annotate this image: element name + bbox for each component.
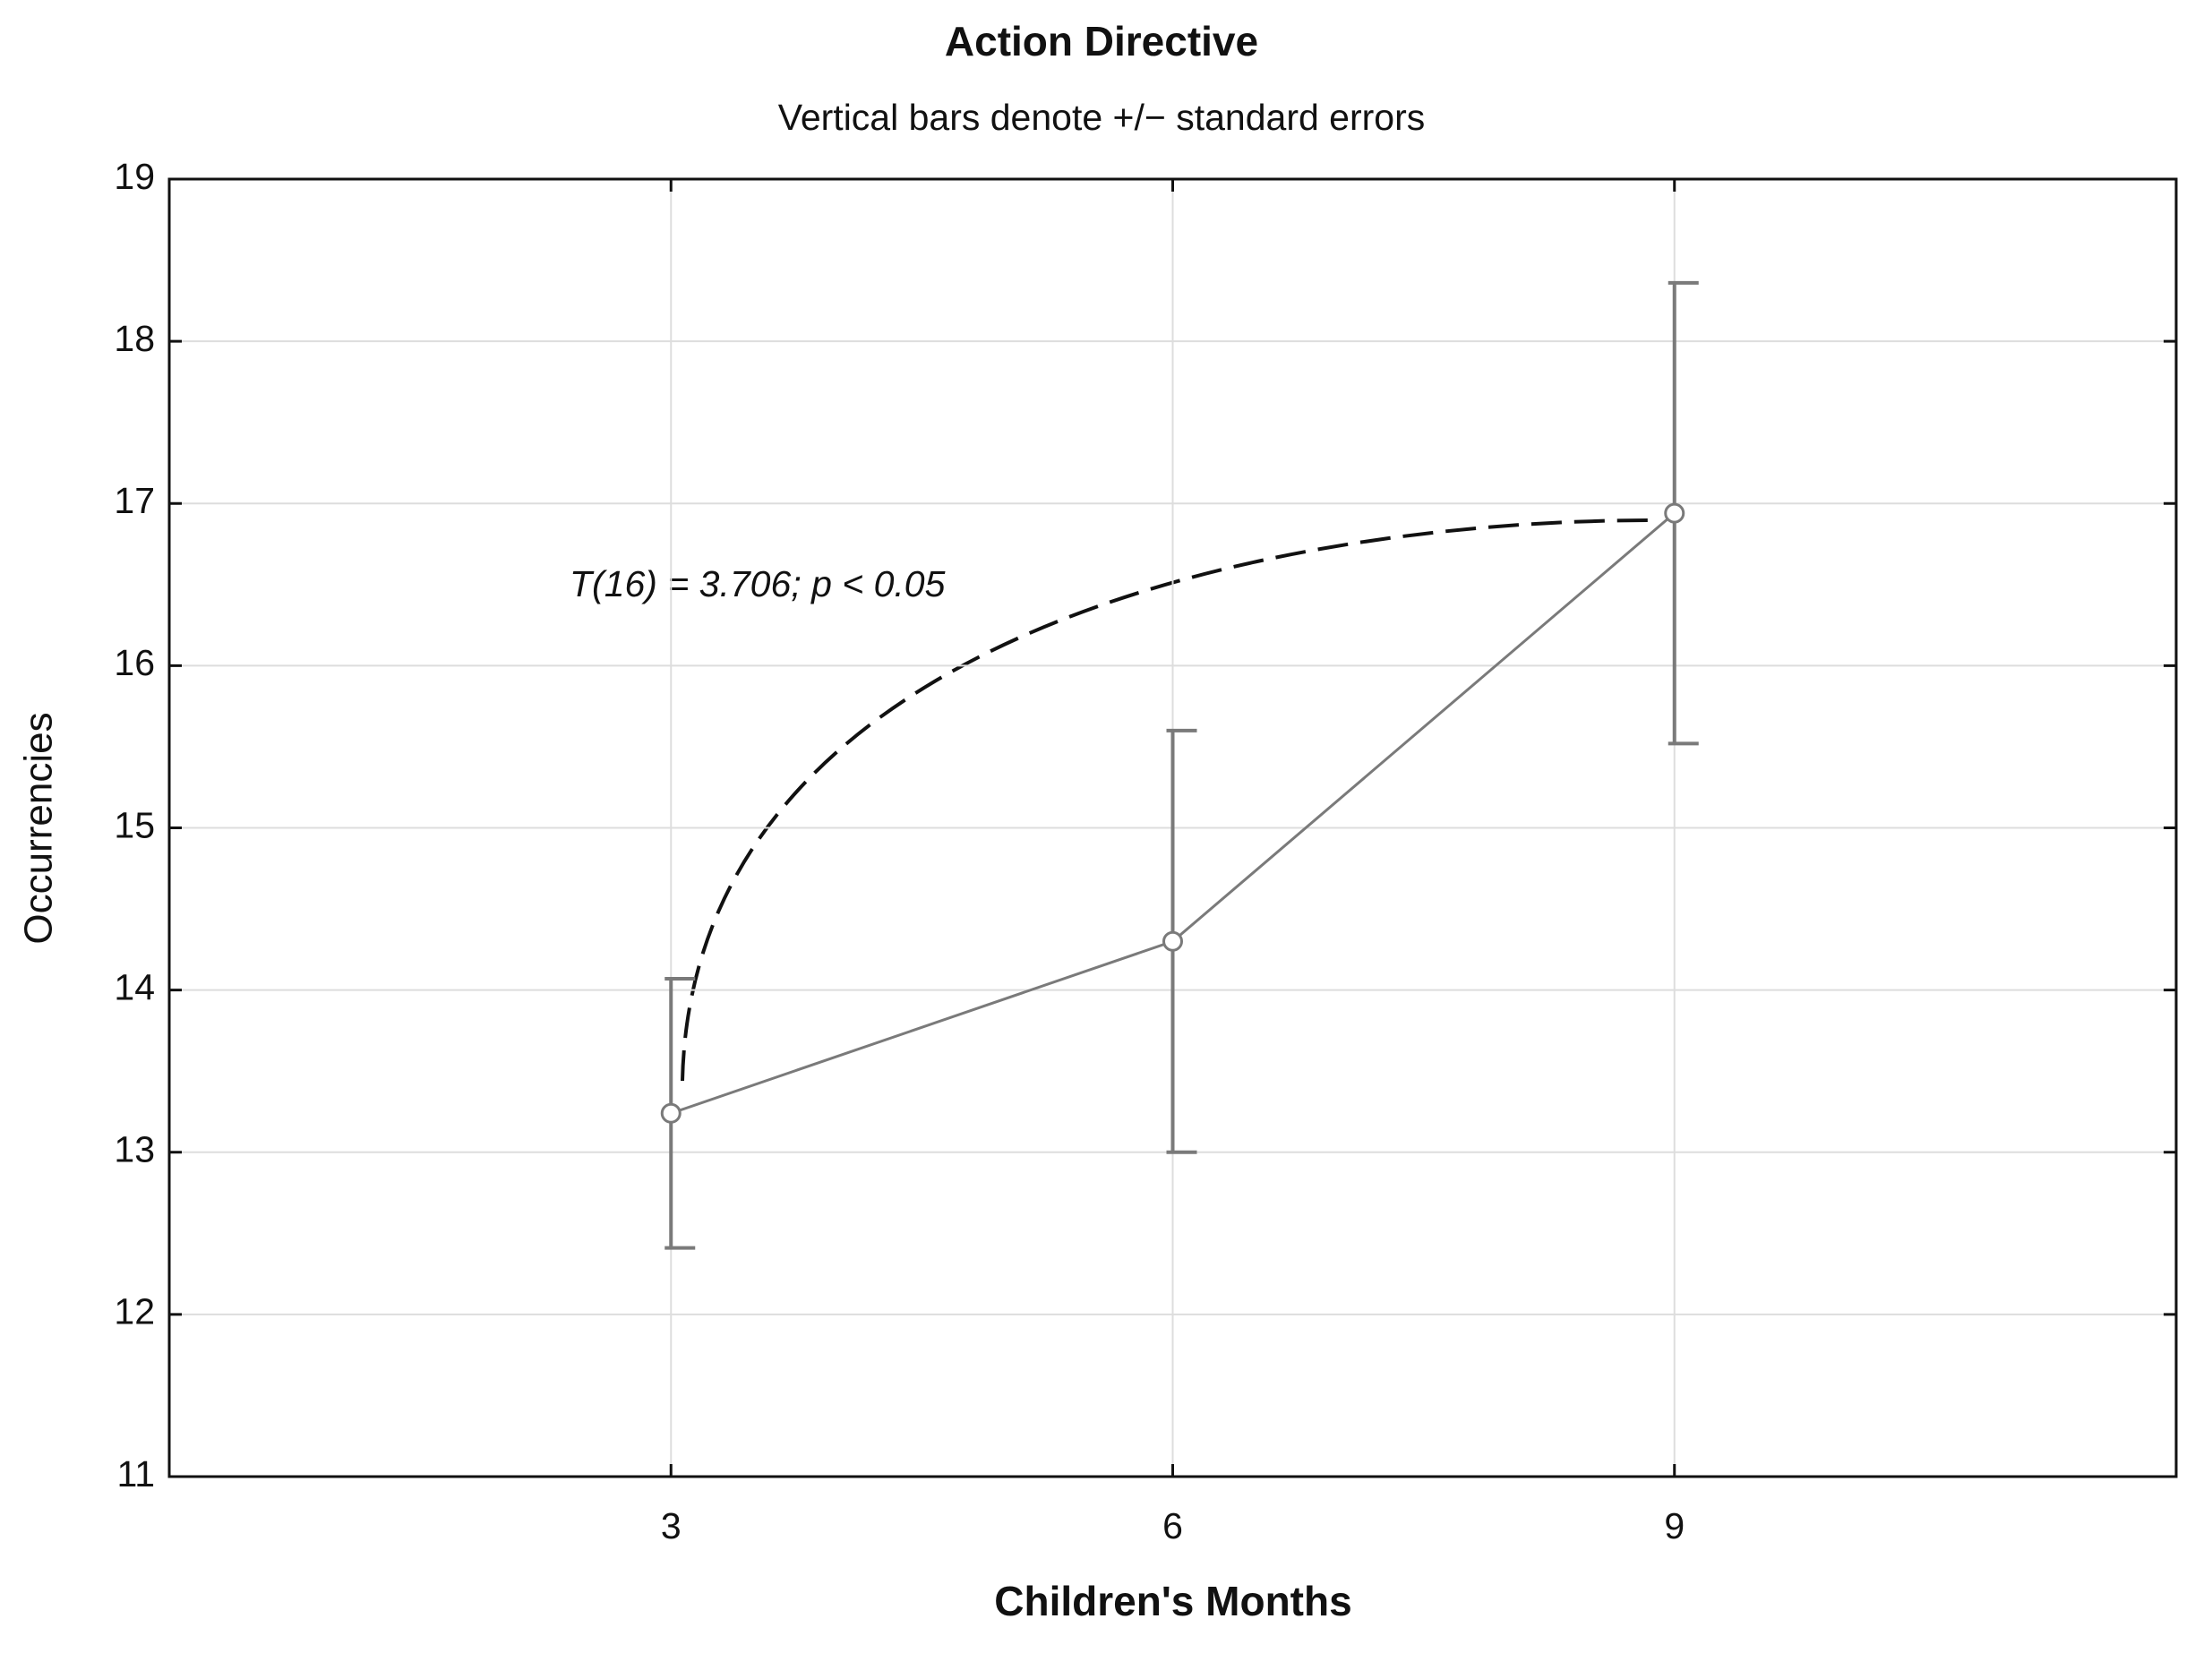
- y-tick-label: 11: [116, 1453, 155, 1495]
- y-tick-label: 13: [114, 1129, 155, 1170]
- y-axis-label: Occurrencies: [17, 712, 61, 944]
- y-tick-label: 18: [114, 318, 155, 359]
- y-tick-label: 19: [114, 156, 155, 197]
- plot-frame: [167, 177, 2178, 1478]
- data-point: [1664, 502, 1685, 524]
- y-tick-label: 14: [114, 966, 155, 1007]
- x-axis-label: Children's Months: [994, 1578, 1351, 1624]
- x-tick-label: 9: [1664, 1505, 1685, 1546]
- y-tick-label: 17: [114, 480, 155, 521]
- chart-title: Action Directive: [945, 18, 1258, 64]
- y-tick-label: 16: [114, 642, 155, 683]
- x-tick-label: 6: [1162, 1505, 1183, 1546]
- y-tick-label: 12: [114, 1291, 155, 1332]
- chart-subtitle: Vertical bars denote +/− standard errors: [778, 97, 1425, 138]
- significance-curve: [681, 518, 1654, 1082]
- x-tick-label: 3: [661, 1505, 682, 1546]
- data-point: [660, 1102, 682, 1124]
- data-point: [1162, 930, 1183, 952]
- annotation: T(16) = 3.706; p < 0.05: [570, 563, 946, 604]
- y-tick-label: 15: [114, 804, 155, 845]
